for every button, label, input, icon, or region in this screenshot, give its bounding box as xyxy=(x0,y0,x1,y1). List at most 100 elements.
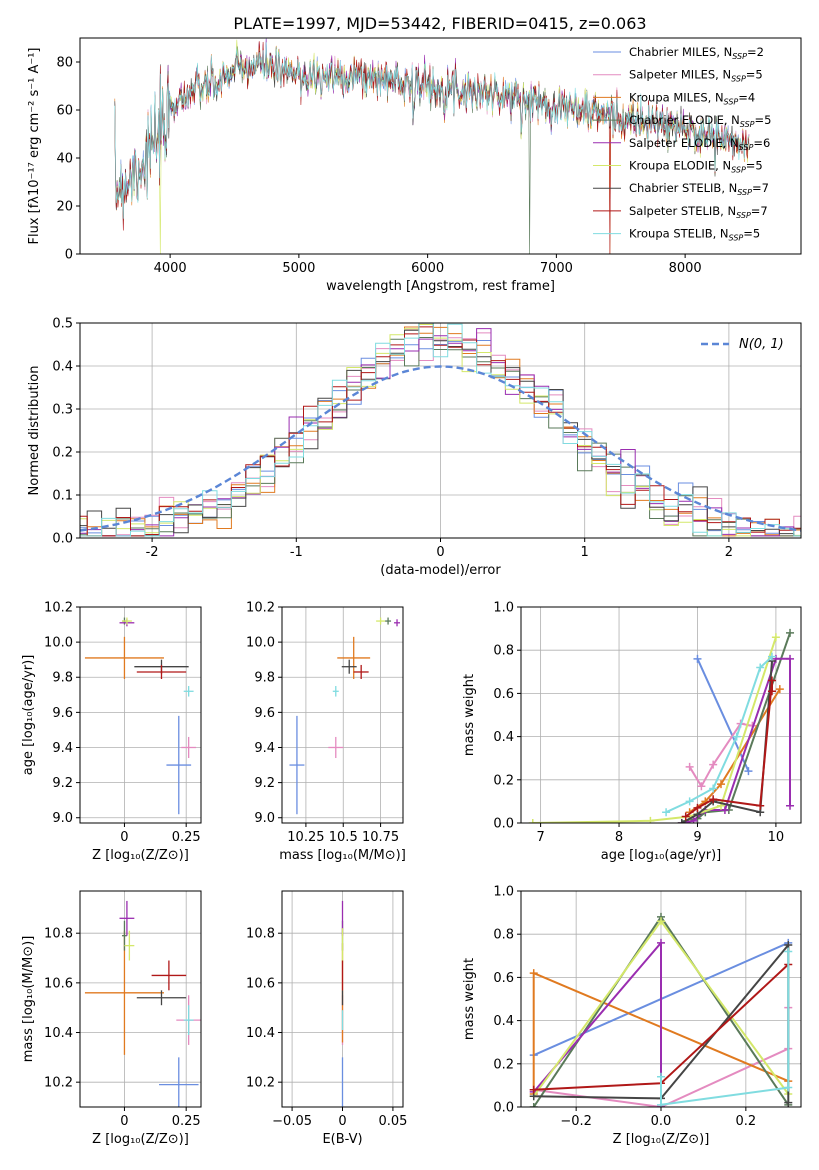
x-tick-label: 10.5 xyxy=(329,830,358,845)
plot-frame xyxy=(281,606,404,824)
mass-weight-marker xyxy=(709,795,718,804)
y-axis-label: mass weight xyxy=(462,958,477,1040)
mass-weight-marker xyxy=(720,806,729,815)
y-axis-label: mass weight xyxy=(462,674,477,756)
mass-vs-Z-axes xyxy=(76,891,201,1111)
plot-frame xyxy=(520,890,802,1108)
x-tick-label: 1 xyxy=(581,545,589,560)
y-tick-label: 0.8 xyxy=(493,928,514,943)
mass-weight-marker xyxy=(756,801,765,810)
mass-weight-marker xyxy=(709,784,718,793)
y-tick-label: 0.8 xyxy=(493,644,514,659)
x-axis-label: E(B-V) xyxy=(322,1132,362,1147)
residuals-data xyxy=(80,323,801,537)
y-tick-label: 9.0 xyxy=(254,811,275,826)
y-axis-label: age [log₁₀(age/yr)] xyxy=(21,655,36,776)
mass-weight-series-line xyxy=(681,657,791,823)
x-tick-label: 10.25 xyxy=(287,830,324,845)
y-tick-label: 10.2 xyxy=(246,1076,275,1091)
mass-weight-marker xyxy=(756,663,765,672)
y-tick-label: 0.1 xyxy=(52,489,73,504)
y-tick-label: 9.8 xyxy=(254,671,275,686)
x-tick-label: 7 xyxy=(536,830,544,845)
x-axis-label: age [log₁₀(age/yr)] xyxy=(601,848,722,863)
mass-weight-marker xyxy=(657,938,665,947)
y-tick-label: 0.3 xyxy=(52,403,73,418)
mass-weight-marker xyxy=(529,969,538,978)
mass-weight-marker xyxy=(681,812,690,821)
mass-weight-marker xyxy=(786,801,795,810)
x-tick-label: 10.75 xyxy=(362,830,399,845)
y-tick-label: 0.2 xyxy=(493,773,514,788)
y-tick-label: 10.4 xyxy=(246,1026,275,1041)
y-tick-label: 0.6 xyxy=(493,687,514,702)
x-axis-label: (data-model)/error xyxy=(380,563,501,578)
y-tick-label: 10.2 xyxy=(44,601,73,616)
y-tick-label: 0.2 xyxy=(493,1057,514,1072)
mass-weight-marker xyxy=(657,917,665,926)
legend-entry: Salpeter STELIB, NSSP=7 xyxy=(629,204,768,220)
y-tick-label: 20 xyxy=(56,200,73,215)
mass-weight-series-line xyxy=(660,951,790,1106)
mass-weight-marker xyxy=(786,628,795,637)
plot-frame xyxy=(79,37,802,255)
x-tick-label: -1 xyxy=(290,545,303,560)
x-tick-label: 0.0 xyxy=(651,1114,672,1129)
x-axis-label: Z [log₁₀(Z/Z⊙)] xyxy=(92,1132,189,1147)
plot-frame xyxy=(79,606,202,824)
mass-weight-marker xyxy=(529,1103,538,1107)
plot-layer: 4000 5000 6000 7000 8000020406080wavelength … xyxy=(21,37,802,1147)
mass-weight-marker xyxy=(786,654,795,663)
y-tick-label: 60 xyxy=(56,104,73,119)
legend-entry: Salpeter ELODIE, NSSP=6 xyxy=(629,136,770,152)
x-tick-label: 4000 xyxy=(154,261,187,276)
mass-weight-marker xyxy=(767,676,776,685)
y-axis-label: Flux [fλ10⁻¹⁷ erg cm⁻² s⁻¹ A⁻¹] xyxy=(27,48,42,245)
histogram-series xyxy=(80,326,801,537)
x-tick-label: 0 xyxy=(436,545,444,560)
y-tick-label: 9.0 xyxy=(52,811,73,826)
x-tick-label: 5000 xyxy=(282,261,315,276)
age-vs-mass-data xyxy=(289,617,401,815)
mass-weight-marker xyxy=(528,819,537,823)
y-tick-label: 9.6 xyxy=(254,706,275,721)
mass-weight-marker xyxy=(784,947,793,956)
x-tick-label: 10 xyxy=(768,830,785,845)
plot-frame xyxy=(79,322,802,539)
x-axis-label: Z [log₁₀(Z/Z⊙)] xyxy=(613,1132,710,1147)
mass-weight-marker xyxy=(693,654,702,663)
x-tick-label: 8000 xyxy=(669,261,702,276)
mass-weight-marker xyxy=(685,797,694,806)
x-tick-label: 0.05 xyxy=(378,1114,407,1129)
mass-weight-marker xyxy=(771,633,780,642)
x-tick-label: 6000 xyxy=(411,261,444,276)
mass-weight-marker xyxy=(697,782,706,791)
mass-weight-series-line xyxy=(532,941,662,1107)
mass-weight-marker xyxy=(662,808,671,817)
x-tick-label: −0.2 xyxy=(560,1114,592,1129)
y-tick-label: 9.4 xyxy=(52,741,73,756)
mass-weight-marker xyxy=(709,760,718,769)
y-tick-label: 10.8 xyxy=(246,927,275,942)
spectrum-data xyxy=(114,38,750,254)
spectrum-axes xyxy=(76,61,686,258)
y-tick-label: 10.2 xyxy=(246,601,275,616)
y-tick-label: 9.6 xyxy=(52,706,73,721)
y-tick-label: 1.0 xyxy=(493,885,514,900)
x-tick-label: 0 xyxy=(338,1114,346,1129)
y-tick-label: 10.8 xyxy=(44,927,73,942)
mass-weight-marker xyxy=(744,767,753,776)
y-tick-label: 0.4 xyxy=(52,360,73,375)
mass-weight-vs-age-data xyxy=(528,628,795,823)
legend-entry: Chabrier ELODIE, NSSP=5 xyxy=(629,113,771,129)
legend-entry: Kroupa MILES, NSSP=4 xyxy=(629,90,755,106)
y-tick-label: 40 xyxy=(56,152,73,167)
mass-weight-marker xyxy=(775,685,784,694)
x-tick-label: 0.2 xyxy=(736,1114,757,1129)
legend-entry: Chabrier STELIB, NSSP=7 xyxy=(629,181,769,197)
mass-weight-marker xyxy=(767,687,776,696)
figure-title: PLATE=1997, MJD=53442, FIBERID=0415, z=0… xyxy=(233,14,646,33)
x-tick-label: 2 xyxy=(725,545,733,560)
y-tick-label: 9.8 xyxy=(52,671,73,686)
